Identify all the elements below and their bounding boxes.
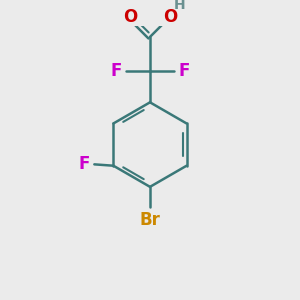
Text: F: F bbox=[79, 155, 90, 173]
Text: O: O bbox=[123, 8, 137, 26]
Text: Br: Br bbox=[140, 212, 160, 230]
Text: H: H bbox=[174, 0, 186, 12]
Text: F: F bbox=[110, 62, 122, 80]
Text: O: O bbox=[163, 8, 177, 26]
Text: F: F bbox=[178, 62, 190, 80]
